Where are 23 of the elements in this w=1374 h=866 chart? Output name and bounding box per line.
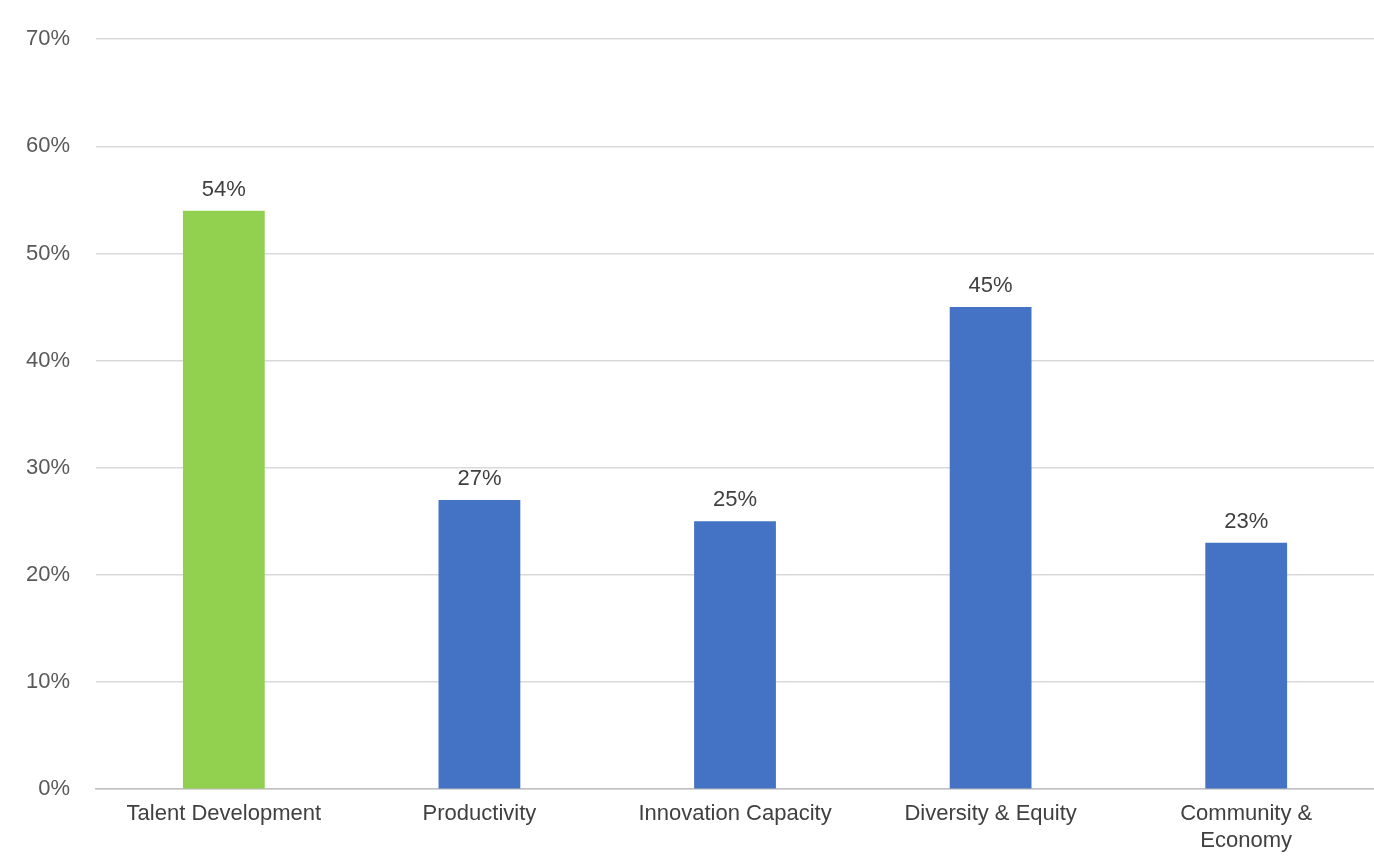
x-tick-label: Diversity & Equity	[904, 800, 1077, 826]
bar	[182, 210, 265, 789]
data-label: 25%	[712, 486, 758, 512]
bar	[1205, 542, 1288, 789]
data-label: 45%	[968, 272, 1013, 298]
bar	[949, 307, 1032, 789]
x-tick-label: Talent Development	[126, 800, 322, 826]
y-tick-label: 20%	[25, 560, 71, 586]
bar	[694, 521, 776, 789]
y-tick-label: 60%	[25, 132, 71, 158]
data-label: 23%	[1224, 507, 1269, 533]
data-label: 27%	[457, 464, 502, 490]
bar	[438, 499, 521, 789]
y-tick-label: 50%	[25, 239, 71, 265]
data-label: 54%	[201, 175, 246, 201]
x-tick-label: Community & Economy	[1180, 800, 1313, 852]
y-tick-label: 10%	[25, 668, 71, 694]
y-tick-label: 40%	[25, 346, 71, 372]
y-tick-label: 70%	[25, 25, 71, 51]
y-tick-label: 30%	[25, 453, 71, 479]
y-tick-label: 0%	[38, 775, 71, 801]
x-tick-label: Innovation Capacity	[638, 800, 832, 826]
x-tick-label: Productivity	[422, 800, 537, 826]
